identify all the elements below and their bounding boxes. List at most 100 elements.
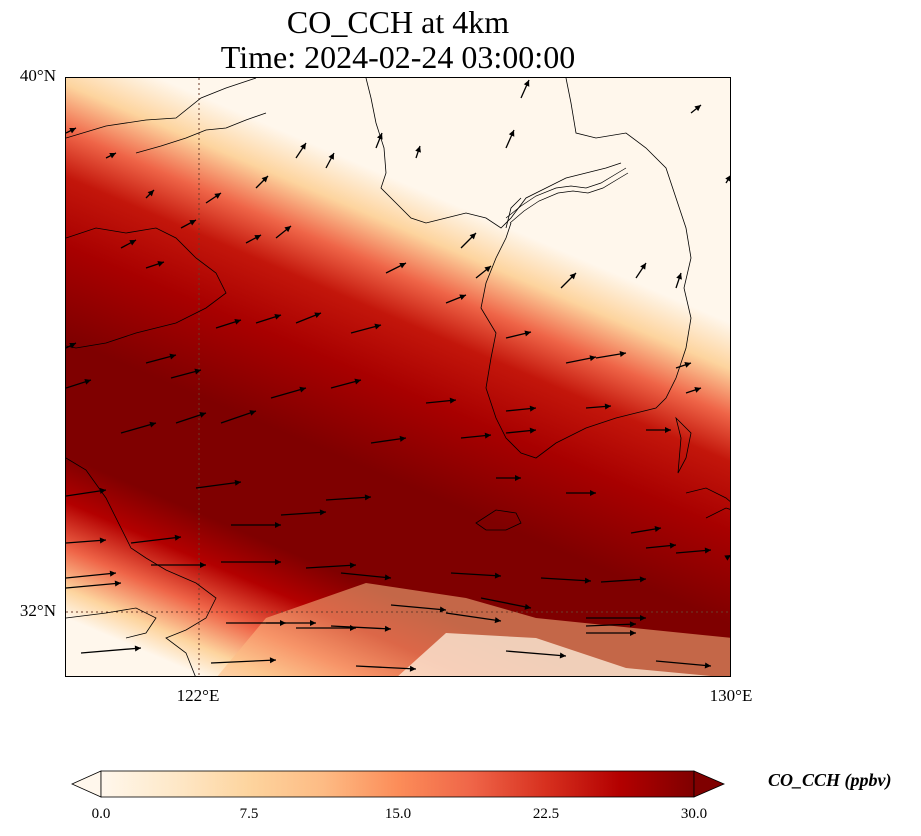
concentration-field <box>66 78 730 676</box>
wind-arrow-head <box>169 353 176 360</box>
wind-arrow-head <box>524 330 531 337</box>
wind-arrow-head <box>349 562 356 569</box>
wind-arrow-head <box>374 323 381 330</box>
wind-arrow-head <box>384 625 391 632</box>
colorbar-tick-7-5: 7.5 <box>239 806 259 822</box>
political-borders <box>505 167 629 224</box>
wind-arrow-head <box>704 547 711 554</box>
wind-arrow-head <box>529 427 536 434</box>
wind-arrow-head <box>484 432 491 439</box>
wind-arrow-head <box>399 435 406 442</box>
colorbar-max-extend <box>693 770 726 798</box>
wind-arrow-head <box>109 153 116 159</box>
wind-arrow-head <box>629 621 636 628</box>
wind-arrow-head <box>584 577 591 584</box>
wind-arrow-head <box>157 261 164 267</box>
wind-arrow <box>540 577 592 582</box>
wind-arrow-head <box>694 105 701 112</box>
wind-arrow-head <box>254 235 261 241</box>
wind-arrow <box>450 572 502 577</box>
wind-arrow <box>325 496 372 501</box>
wind-arrow-head <box>269 657 276 664</box>
wind-arrow <box>66 539 107 544</box>
lon-tick-130e: 130°E <box>709 686 753 705</box>
wind-arrow-head <box>630 630 636 636</box>
wind-arrow-head <box>604 403 611 410</box>
wind-arrow-head <box>508 130 515 137</box>
wind-arrow <box>66 582 122 589</box>
wind-arrow-head <box>639 576 646 583</box>
lat-tick-40n: 40°N <box>19 66 56 85</box>
wind-arrow-head <box>310 620 316 626</box>
wind-arrow-head <box>300 143 306 150</box>
wind-arrow-head <box>640 615 646 621</box>
wind-arrow-head <box>665 427 671 433</box>
wind-arrow-head <box>589 355 596 362</box>
map-panel <box>65 77 731 677</box>
wind-arrow-head <box>725 175 730 182</box>
wind-arrow-head <box>529 405 536 412</box>
wind-arrow-head <box>299 386 306 393</box>
wind-arrow-head <box>354 378 361 385</box>
wind-arrow-head <box>147 190 154 197</box>
wind-arrow-head <box>114 580 121 587</box>
wind-arrow-head <box>590 490 596 496</box>
wind-arrow <box>270 387 307 399</box>
wind-arrow-head <box>484 266 491 273</box>
colorbar-tick-22-5: 22.5 <box>532 806 560 822</box>
wind-arrow-head <box>314 312 321 319</box>
wind-arrow-head <box>619 351 626 357</box>
wind-arrow <box>66 572 117 579</box>
wind-arrow-head <box>494 572 501 579</box>
wind-arrow <box>585 623 637 627</box>
wind-arrow-head <box>415 146 421 153</box>
wind-arrow <box>505 650 567 657</box>
wind-arrow-head <box>99 537 106 544</box>
map-title: CO_CCH at 4km <box>286 4 510 40</box>
wind-arrow <box>340 572 392 579</box>
wind-arrow-head <box>194 368 201 375</box>
wind-arrow-head <box>654 526 661 532</box>
wind-arrow-head <box>149 421 156 428</box>
wind-arrow-head <box>189 220 196 226</box>
wind-arrow-head <box>449 397 456 404</box>
wind-arrow <box>355 665 417 670</box>
wind-arrow-head <box>69 343 76 349</box>
wind-arrow-head <box>704 662 711 669</box>
wind-arrow <box>66 489 107 497</box>
map-time-subtitle: Time: 2024-02-24 03:00:00 <box>220 39 576 75</box>
wind-arrow-head <box>200 562 206 568</box>
wind-arrow-head <box>99 487 106 494</box>
wind-arrow <box>330 625 392 630</box>
concentration-map <box>66 78 730 676</box>
wind-arrow-head <box>199 412 206 418</box>
wind-arrow-head <box>284 226 291 233</box>
wind-arrow-head <box>559 652 566 659</box>
wind-arrow-head <box>275 522 281 528</box>
wind-arrow-head <box>274 313 281 320</box>
wind-arrow <box>130 536 182 544</box>
colorbar-min-extend <box>71 770 102 798</box>
wind-arrow-head <box>234 318 241 325</box>
wind-arrow-head <box>319 509 326 516</box>
colorbar <box>71 770 726 798</box>
wind-arrow <box>210 659 277 664</box>
wind-arrow-head <box>174 534 181 541</box>
wind-arrow-head <box>694 387 701 393</box>
wind-arrow-head <box>676 273 682 280</box>
wind-arrow <box>220 410 257 424</box>
wind-arrow-head <box>459 294 466 301</box>
wind-arrow-head <box>364 494 371 501</box>
wind-arrow <box>600 578 647 583</box>
wind-arrow <box>305 564 357 569</box>
lat-tick-32n: 32°N <box>19 601 56 620</box>
wind-arrow-head <box>684 362 691 368</box>
wind-arrow <box>445 612 502 622</box>
wind-arrow-head <box>234 479 241 486</box>
wind-arrow <box>480 597 532 609</box>
wind-arrow-head <box>569 273 576 280</box>
wind-arrow-head <box>523 80 530 87</box>
wind-arrow-head <box>724 555 730 561</box>
wind-arrow <box>80 647 142 654</box>
colorbar-tick-15: 15.0 <box>384 806 412 822</box>
